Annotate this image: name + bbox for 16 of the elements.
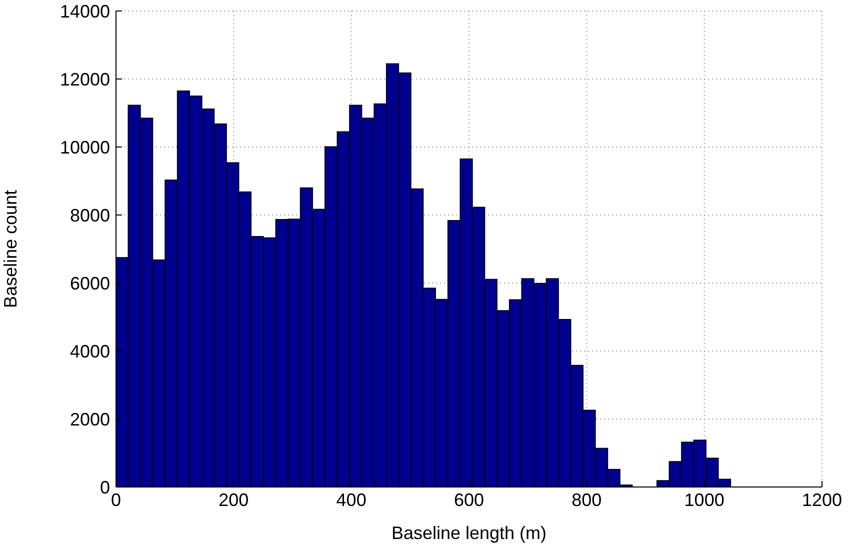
y-tick-label: 8000 [70,205,110,226]
y-axis-title: Baseline count [0,190,20,308]
y-tick-label: 14000 [60,1,110,22]
y-tick-label: 2000 [70,409,110,430]
x-tick-label: 800 [572,490,602,510]
x-tick-label: 200 [218,490,249,510]
y-tick-label: 0 [100,477,110,498]
x-tick-label: 400 [336,490,366,510]
y-tick-label: 10000 [60,137,110,158]
x-axis-title: Baseline length (m) [391,523,547,543]
x-tick-label: 1000 [684,490,724,510]
y-tick-label: 4000 [70,341,110,362]
x-tick-label: 600 [454,490,484,510]
y-tick-label: 6000 [70,273,110,294]
x-tick-label: 1200 [802,490,842,510]
y-tick-label: 12000 [60,69,110,90]
